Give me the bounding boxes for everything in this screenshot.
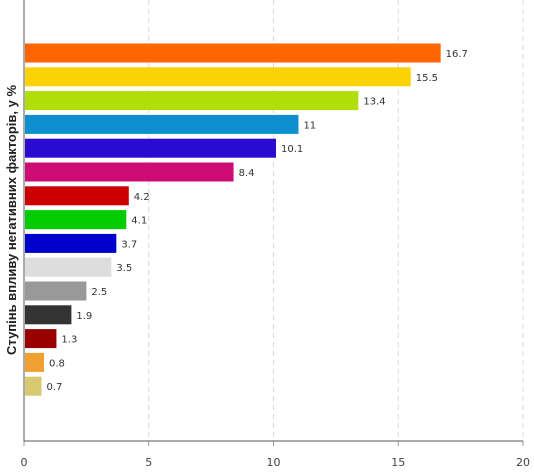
bar-value-label: 4.2 xyxy=(134,192,150,203)
x-tick-label: 15 xyxy=(391,456,405,469)
bar-value-label: 16.7 xyxy=(446,49,468,60)
bar-value-label: 15.5 xyxy=(416,73,438,84)
bar-value-label: 3.7 xyxy=(121,239,137,250)
bar xyxy=(25,162,234,182)
bar xyxy=(25,138,276,158)
x-tick-label: 5 xyxy=(145,456,152,469)
bar xyxy=(25,67,411,87)
bar-value-label: 2.5 xyxy=(91,287,107,298)
bar-value-label: 4.1 xyxy=(131,216,147,227)
x-tick-labels-group: 0 5 10 15 20 xyxy=(21,456,531,469)
bar-value-label: 1.3 xyxy=(61,335,77,346)
bar-value-label: 3.5 xyxy=(116,263,132,274)
axes xyxy=(23,0,523,442)
bar xyxy=(25,233,117,253)
bar xyxy=(25,91,359,111)
bar-value-label: 11 xyxy=(303,120,316,131)
bar-value-label: 1.9 xyxy=(76,311,92,322)
bar xyxy=(25,186,129,206)
bar xyxy=(25,329,57,349)
bar xyxy=(25,281,87,301)
bar xyxy=(25,114,299,134)
bar xyxy=(25,352,44,372)
bar-value-label: 10.1 xyxy=(281,144,303,155)
bar xyxy=(25,43,441,63)
y-axis-title: Ступінь впливу негативних факторів, у % xyxy=(4,85,19,355)
x-tick-label: 10 xyxy=(267,456,281,469)
bar xyxy=(25,210,127,230)
bar-value-label: 13.4 xyxy=(363,97,385,108)
x-tick-label: 0 xyxy=(21,456,28,469)
bar xyxy=(25,376,42,396)
value-labels-group: 16.7 15.5 13.4 11 10.1 8.4 4.2 4.1 3.7 3.5 2.5 1.9 1… xyxy=(46,49,467,393)
bar xyxy=(25,305,72,325)
bar xyxy=(25,257,112,277)
x-tick-label: 20 xyxy=(516,456,530,469)
bar-value-label: 8.4 xyxy=(239,168,255,179)
bar-value-label: 0.7 xyxy=(46,382,62,393)
bar-value-label: 0.8 xyxy=(49,358,65,369)
bars-group xyxy=(25,43,441,396)
